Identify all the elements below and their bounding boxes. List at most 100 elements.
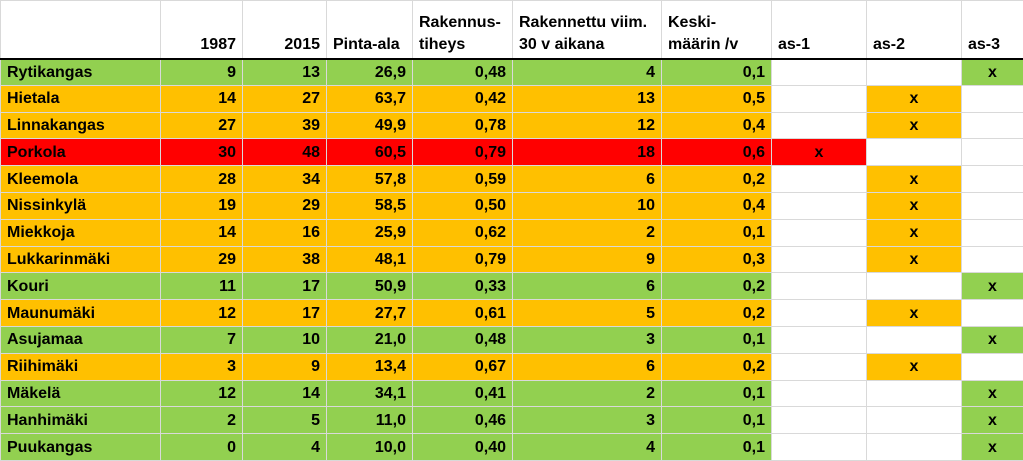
cell-as3 (961, 245, 1023, 274)
cell-avg: 0,6 (661, 138, 772, 167)
cell-as2: x (866, 352, 962, 381)
cell-density: 0,33 (412, 272, 513, 301)
cell-name: Asujamaa (0, 325, 161, 354)
cell-density: 0,79 (412, 138, 513, 167)
cell-as3 (961, 84, 1023, 113)
table-row: Puukangas 0 4 10,0 0,40 4 0,1 x (0, 433, 1023, 461)
cell-built: 18 (512, 138, 662, 167)
cell-1987: 11 (160, 272, 243, 301)
cell-2015: 29 (242, 191, 327, 220)
cell-as1 (771, 245, 867, 274)
cell-as1 (771, 84, 867, 113)
cell-name: Riihimäki (0, 352, 161, 381)
cell-area: 49,9 (326, 111, 413, 140)
header-as3: as-3 (961, 0, 1023, 60)
header-area: Pinta-ala (326, 0, 413, 60)
cell-2015: 38 (242, 245, 327, 274)
cell-area: 34,1 (326, 379, 413, 408)
cell-as1 (771, 191, 867, 220)
cell-as2: x (866, 111, 962, 140)
cell-as1 (771, 406, 867, 435)
cell-density: 0,79 (412, 245, 513, 274)
cell-avg: 0,1 (661, 406, 772, 435)
cell-as2 (866, 325, 962, 354)
table-row: Nissinkylä 19 29 58,5 0,50 10 0,4 x (0, 191, 1023, 220)
header-built-line2: 30 v aikana (519, 35, 605, 53)
cell-avg: 0,1 (661, 58, 772, 86)
header-2015: 2015 (242, 0, 327, 60)
cell-built: 13 (512, 84, 662, 113)
cell-density: 0,50 (412, 191, 513, 220)
cell-as2 (866, 58, 962, 86)
cell-as3: x (961, 325, 1023, 354)
cell-avg: 0,4 (661, 191, 772, 220)
cell-area: 25,9 (326, 218, 413, 247)
cell-2015: 14 (242, 379, 327, 408)
table-row: Riihimäki 3 9 13,4 0,67 6 0,2 x (0, 352, 1023, 381)
cell-as1 (771, 433, 867, 461)
cell-area: 27,7 (326, 299, 413, 327)
table-row: Hietala 14 27 63,7 0,42 13 0,5 x (0, 84, 1023, 113)
cell-density: 0,41 (412, 379, 513, 408)
cell-avg: 0,1 (661, 325, 772, 354)
cell-as2: x (866, 218, 962, 247)
cell-1987: 12 (160, 299, 243, 327)
cell-2015: 34 (242, 165, 327, 193)
header-built: Rakennettu viim. 30 v aikana (512, 0, 662, 60)
cell-as2 (866, 138, 962, 167)
cell-1987: 27 (160, 111, 243, 140)
table-row: Linnakangas 27 39 49,9 0,78 12 0,4 x (0, 111, 1023, 140)
cell-as2 (866, 272, 962, 301)
cell-as3: x (961, 406, 1023, 435)
cell-1987: 19 (160, 191, 243, 220)
cell-as3: x (961, 272, 1023, 301)
header-built-line1: Rakennettu viim. (519, 13, 648, 31)
table-row: Rytikangas 9 13 26,9 0,48 4 0,1 x (0, 58, 1023, 86)
cell-as3 (961, 299, 1023, 327)
cell-as1 (771, 352, 867, 381)
cell-as3 (961, 218, 1023, 247)
cell-as2: x (866, 84, 962, 113)
cell-name: Linnakangas (0, 111, 161, 140)
table-row: Asujamaa 7 10 21,0 0,48 3 0,1 x (0, 325, 1023, 354)
cell-2015: 13 (242, 58, 327, 86)
cell-1987: 28 (160, 165, 243, 193)
cell-density: 0,48 (412, 325, 513, 354)
cell-name: Kouri (0, 272, 161, 301)
cell-as3 (961, 191, 1023, 220)
cell-as3 (961, 165, 1023, 193)
cell-built: 3 (512, 325, 662, 354)
cell-as3: x (961, 379, 1023, 408)
cell-built: 6 (512, 272, 662, 301)
cell-as1 (771, 299, 867, 327)
cell-1987: 30 (160, 138, 243, 167)
cell-density: 0,61 (412, 299, 513, 327)
cell-area: 58,5 (326, 191, 413, 220)
table-body: Rytikangas 9 13 26,9 0,48 4 0,1 x Hietala 14 27 63,… (0, 58, 1023, 461)
header-as1: as-1 (771, 0, 867, 60)
cell-as1 (771, 165, 867, 193)
cell-built: 6 (512, 165, 662, 193)
cell-as1 (771, 325, 867, 354)
cell-density: 0,62 (412, 218, 513, 247)
cell-density: 0,67 (412, 352, 513, 381)
cell-area: 60,5 (326, 138, 413, 167)
cell-built: 3 (512, 406, 662, 435)
cell-built: 2 (512, 218, 662, 247)
cell-name: Puukangas (0, 433, 161, 461)
header-1987: 1987 (160, 0, 243, 60)
cell-area: 10,0 (326, 433, 413, 461)
cell-name: Hanhimäki (0, 406, 161, 435)
cell-built: 2 (512, 379, 662, 408)
cell-2015: 27 (242, 84, 327, 113)
header-avg-line2: määrin /v (668, 35, 739, 53)
table-row: Maunumäki 12 17 27,7 0,61 5 0,2 x (0, 299, 1023, 327)
cell-avg: 0,5 (661, 84, 772, 113)
table-row: Hanhimäki 2 5 11,0 0,46 3 0,1 x (0, 406, 1023, 435)
cell-name: Maunumäki (0, 299, 161, 327)
cell-2015: 48 (242, 138, 327, 167)
cell-density: 0,48 (412, 58, 513, 86)
cell-as2: x (866, 165, 962, 193)
cell-avg: 0,1 (661, 433, 772, 461)
header-name (0, 0, 161, 60)
